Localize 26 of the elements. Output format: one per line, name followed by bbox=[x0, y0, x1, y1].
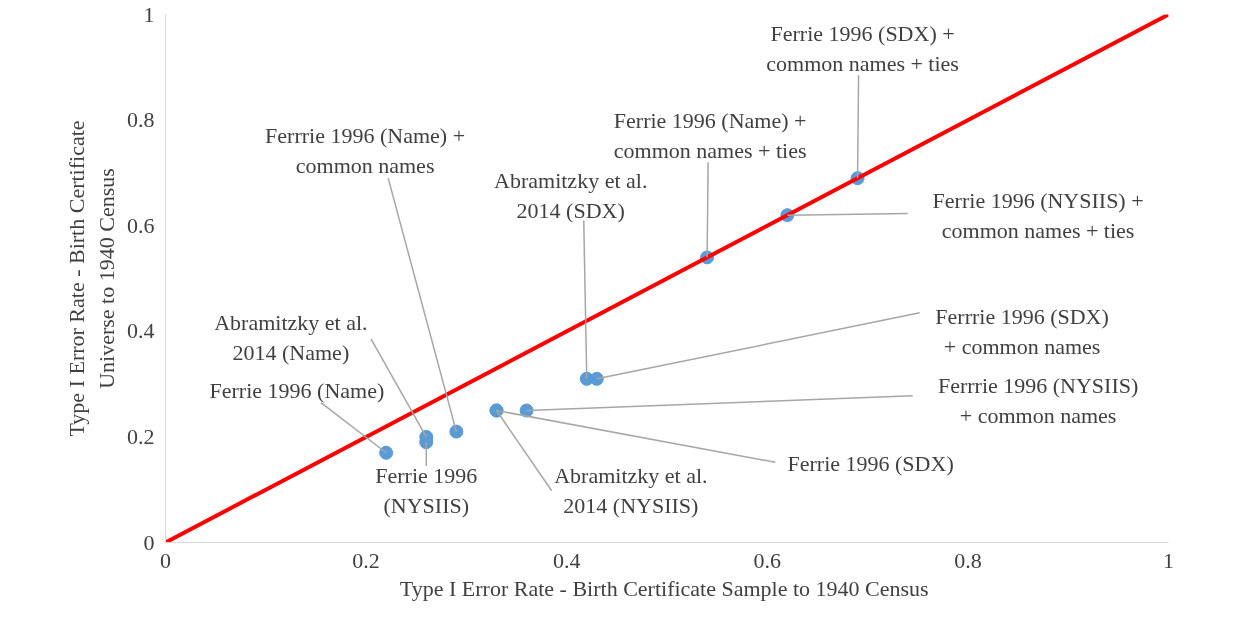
x-tick-label: 0.6 bbox=[753, 547, 782, 573]
x-tick-label: 0.4 bbox=[552, 547, 581, 573]
annotation: Ferrie 1996 (Name) bbox=[209, 377, 385, 403]
annotation: Abramitzky et al. 2014 (NYSIIS) bbox=[554, 463, 708, 519]
y-tick-label: 0.6 bbox=[127, 212, 155, 238]
annotation: Ferrie 1996 (SDX) + common names + ties bbox=[766, 20, 959, 76]
annotation: Ferrrie 1996 (NYSIIS) + common names bbox=[937, 372, 1139, 428]
y-axis-title: Type I Error Rate - Birth Certificate Universe to 1940 Census bbox=[64, 120, 119, 437]
y-tick-label: 0.4 bbox=[127, 318, 155, 344]
x-tick-label: 0 bbox=[160, 547, 171, 573]
annotation: Ferrie 1996 (Name) + common names + ties bbox=[613, 107, 807, 163]
annotation: Ferrie 1996 (SDX) bbox=[787, 450, 954, 476]
annotation: Ferrie 1996 (NYSIIS) + common names + ties bbox=[932, 187, 1144, 243]
x-tick-label: 0.8 bbox=[954, 547, 982, 573]
y-tick-label: 0.8 bbox=[127, 107, 155, 133]
annotation: Ferrrie 1996 (Name) + common names bbox=[265, 123, 466, 179]
x-axis-title: Type I Error Rate - Birth Certificate Sample to 1940 Census bbox=[399, 575, 929, 601]
annotation: Abramitzky et al. 2014 (SDX) bbox=[494, 168, 648, 224]
y-tick-label: 0.2 bbox=[127, 423, 155, 449]
x-tick-label: 1 bbox=[1163, 547, 1174, 573]
annotation: Ferrrie 1996 (SDX) + common names bbox=[935, 303, 1109, 359]
x-tick-label: 0.2 bbox=[352, 547, 380, 573]
y-tick-label: 1 bbox=[143, 1, 155, 27]
y-tick-label: 0 bbox=[143, 529, 155, 555]
annotation: Abramitzky et al. 2014 (Name) bbox=[214, 310, 368, 366]
annotation: Ferrie 1996 (NYSIIS) bbox=[375, 463, 478, 519]
